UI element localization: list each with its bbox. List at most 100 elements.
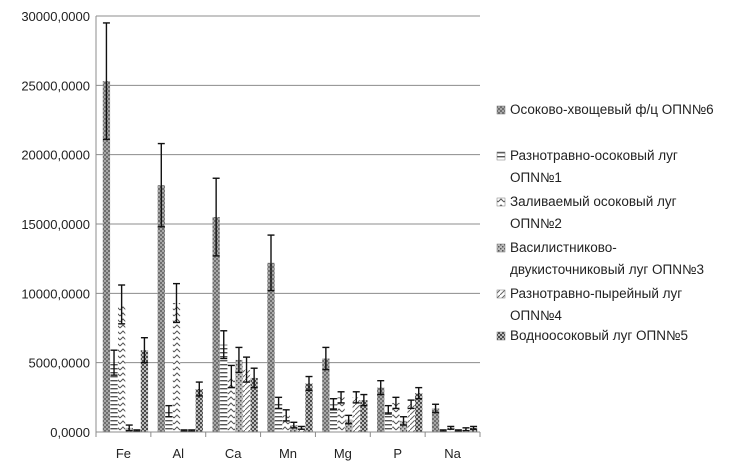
legend-entry-6: Водноосоковый луг ОПN№5 xyxy=(496,328,688,343)
legend-entry-1: Осоково-хвощевый ф/ц ОПN№6 xyxy=(496,102,714,117)
bar-fe-series-1 xyxy=(102,81,111,432)
error-bar xyxy=(220,330,228,360)
y-axis: 0,0000 5000,0000 10000,0000 15000,0000 20000… xyxy=(21,9,97,440)
x-tick-label: P xyxy=(393,446,402,461)
error-bar xyxy=(360,393,368,407)
gridlines xyxy=(96,15,480,364)
bar-al-series-1 xyxy=(157,185,165,432)
error-bar xyxy=(297,425,305,430)
error-bar xyxy=(462,427,470,432)
legend-swatch xyxy=(496,331,506,341)
bar-p-series-6 xyxy=(415,393,423,432)
error-bar xyxy=(290,421,298,429)
legend-swatch xyxy=(496,289,506,299)
y-tick-label: 0,0000 xyxy=(50,425,90,440)
bar-ca-series-6 xyxy=(250,377,258,432)
legend-label: Осоково-хвощевый ф/ц ОПN№6 xyxy=(510,102,714,117)
bar-al-series-3 xyxy=(172,303,181,432)
legend-entry-2: Разнотравно-осоковый луг ОПN№1 xyxy=(496,148,678,185)
bar-mg-series-1 xyxy=(322,358,330,432)
bar-fe-series-2 xyxy=(110,362,118,432)
bar-al-series-6 xyxy=(195,389,203,432)
legend-entry-4: Василистниково-двукисточниковый луг ОПN№… xyxy=(496,240,704,277)
bar-mg-series-2 xyxy=(329,404,338,432)
error-bar xyxy=(250,367,258,389)
legend-swatch xyxy=(496,105,506,115)
y-tick-label: 10000,0000 xyxy=(21,286,90,301)
legend-swatch xyxy=(496,197,506,207)
error-bar xyxy=(392,396,400,410)
error-bar xyxy=(118,284,126,325)
x-axis: Fe Al Ca Mn Mg P Na xyxy=(95,431,481,461)
bar-p-series-3 xyxy=(392,402,400,432)
error-bar xyxy=(172,282,180,324)
error-bar xyxy=(275,396,283,410)
error-bar xyxy=(243,356,251,383)
bar-ca-series-1 xyxy=(212,217,220,432)
bar-ca-series-4 xyxy=(235,359,243,432)
error-bar xyxy=(439,429,447,433)
error-bar xyxy=(337,391,345,404)
bar-ca-series-2 xyxy=(220,344,228,432)
bar-mn-series-2 xyxy=(274,402,283,432)
error-bar xyxy=(329,398,337,411)
error-bar xyxy=(432,403,440,414)
error-bar xyxy=(415,386,423,400)
bars xyxy=(102,22,478,433)
x-tick-label: Al xyxy=(173,446,185,461)
error-bar xyxy=(384,404,392,415)
y-tick-label: 30000,0000 xyxy=(21,9,90,24)
error-bar xyxy=(407,399,415,410)
error-bar xyxy=(133,429,141,433)
x-tick-label: Na xyxy=(444,446,461,461)
bar-mn-series-1 xyxy=(267,262,275,432)
error-bar xyxy=(470,425,478,430)
bar-p-series-5 xyxy=(407,404,415,432)
error-bar xyxy=(377,379,385,396)
y-tick-label: 25000,0000 xyxy=(21,78,90,93)
bar-p-series-2 xyxy=(384,409,392,432)
error-bar xyxy=(195,381,203,397)
x-tick-label: Mn xyxy=(279,446,297,461)
x-tick-label: Mg xyxy=(334,446,352,461)
error-bar xyxy=(180,429,188,433)
error-bar xyxy=(165,404,173,418)
bar-mn-series-6 xyxy=(305,383,313,432)
bar-mn-series-3 xyxy=(282,415,290,432)
error-bar xyxy=(235,346,243,374)
bar-na-series-1 xyxy=(431,408,440,432)
bar-mg-series-3 xyxy=(337,397,345,432)
bar-p-series-1 xyxy=(377,387,385,432)
error-bar xyxy=(352,391,360,404)
error-bar xyxy=(400,416,408,426)
legend-swatch xyxy=(496,151,506,161)
legend-swatch xyxy=(496,243,506,253)
bar-mg-series-6 xyxy=(360,400,368,432)
y-tick-label: 15000,0000 xyxy=(21,217,90,232)
bar-fe-series-6 xyxy=(140,350,149,432)
legend-label: Василистниково-двукисточниковый луг ОПN№… xyxy=(510,240,704,277)
legend-label: Водноосоковый луг ОПN№5 xyxy=(510,328,688,343)
error-bar xyxy=(140,337,148,364)
error-bar xyxy=(102,22,110,141)
legend: Осоково-хвощевый ф/ц ОПN№6 Разнотравно-ос… xyxy=(496,102,714,343)
error-bar xyxy=(212,177,220,257)
error-bar xyxy=(110,349,118,376)
error-bar xyxy=(447,425,455,430)
error-bar xyxy=(345,414,353,425)
x-tick-label: Fe xyxy=(116,446,131,461)
error-bar xyxy=(125,424,133,432)
bar-fe-series-3 xyxy=(117,304,126,432)
bar-mg-series-4 xyxy=(345,419,353,432)
legend-label: Заливаемый осоковый луг ОПN№2 xyxy=(510,194,677,231)
bar-p-series-4 xyxy=(399,420,408,432)
bar-al-series-2 xyxy=(165,411,173,432)
error-bar xyxy=(454,429,462,433)
error-bar xyxy=(188,429,196,433)
bar-ca-series-5 xyxy=(242,369,251,432)
error-bar xyxy=(227,364,235,389)
y-tick-label: 5000,0000 xyxy=(29,356,90,371)
y-tick-label: 20000,0000 xyxy=(21,148,90,163)
error-bar xyxy=(305,375,313,392)
